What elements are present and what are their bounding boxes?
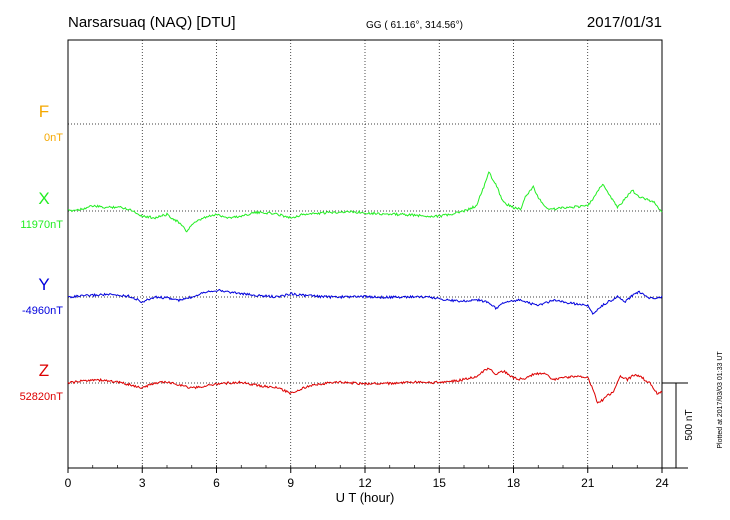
scale-bar: 500 nT <box>662 382 695 469</box>
x-tick-label-6: 6 <box>213 476 220 490</box>
series-name-Z: Z <box>39 361 49 380</box>
series-line-Y <box>67 288 663 315</box>
x-tick-label-24: 24 <box>655 476 669 490</box>
series-name-Y: Y <box>38 275 49 294</box>
x-tick-label-0: 0 <box>65 476 72 490</box>
series-traces <box>67 171 663 404</box>
plotted-timestamp: Plotted at 2017/03/03 01:33 UT <box>717 351 724 449</box>
series-labels: F 0nT X 11970nT Y -4960nT Z 52820nT <box>20 102 64 403</box>
series-name-X: X <box>38 189 49 208</box>
series-name-F: F <box>39 102 49 121</box>
x-axis-label: U T (hour) <box>336 490 395 505</box>
scale-bar-label: 500 nT <box>684 409 695 440</box>
x-tick-label-21: 21 <box>581 476 595 490</box>
series-line-X <box>67 171 663 233</box>
date-label: 2017/01/31 <box>587 14 662 31</box>
series-baseline-X: 11970nT <box>20 219 63 231</box>
x-tick-label-18: 18 <box>507 476 521 490</box>
station-title: Narsarsuaq (NAQ) [DTU] <box>68 14 236 31</box>
series-line-Z <box>67 367 663 404</box>
x-tick-label-12: 12 <box>358 476 372 490</box>
x-axis-ticks: 0 3 6 9 12 15 18 21 24 <box>65 465 669 490</box>
series-baseline-Z: 52820nT <box>20 391 64 403</box>
vertical-grid <box>141 40 589 468</box>
series-baseline-F: 0nT <box>44 132 63 144</box>
x-tick-label-9: 9 <box>287 476 294 490</box>
coordinates-label: GG ( 61.16°, 314.56°) <box>366 20 463 31</box>
series-baseline-Y: -4960nT <box>22 305 63 317</box>
x-tick-label-3: 3 <box>139 476 146 490</box>
x-tick-label-15: 15 <box>433 476 447 490</box>
